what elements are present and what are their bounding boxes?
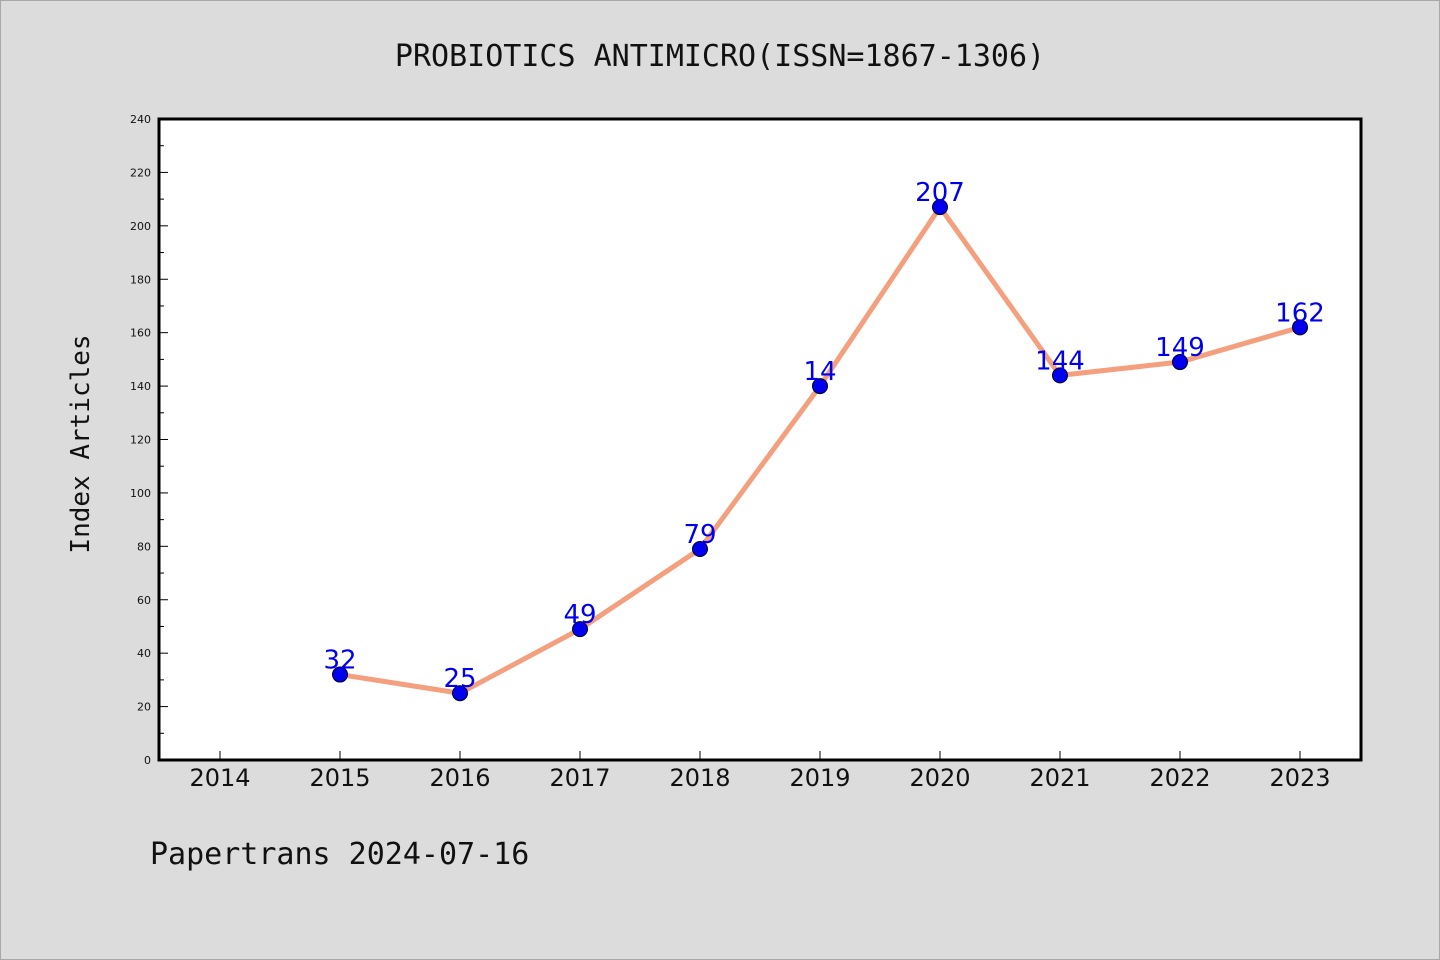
y-tick-label: 0 xyxy=(144,754,151,767)
chart-title: PROBIOTICS ANTIMICRO(ISSN=1867-1306) xyxy=(395,39,1045,74)
data-point xyxy=(332,666,348,683)
data-label: 32 xyxy=(323,646,356,676)
x-tick-label: 2019 xyxy=(789,764,850,792)
x-axis-ticks: 2014 2015 2016 2017 2018 2019 2020 2021 2022 2023 xyxy=(189,751,1331,792)
x-tick-label: 2016 xyxy=(429,764,490,792)
data-series: 32 25 49 79 14 207 144 149 162 xyxy=(323,178,1325,702)
y-tick-label: 200 xyxy=(130,220,151,233)
x-tick-label: 2015 xyxy=(309,764,370,792)
data-label: 149 xyxy=(1155,333,1205,363)
footer-credit: Papertrans 2024-07-16 xyxy=(150,837,529,872)
y-axis-ticks: 0 20 40 60 80 100 120 140 160 180 200 220 240 xyxy=(130,113,168,767)
y-tick-label: 40 xyxy=(137,647,151,660)
data-label: 79 xyxy=(683,520,716,550)
x-tick-label: 2020 xyxy=(909,764,970,792)
data-point xyxy=(932,199,948,216)
data-label: 14 xyxy=(803,357,836,387)
x-tick-label: 2021 xyxy=(1029,764,1090,792)
data-point xyxy=(1172,354,1188,371)
y-tick-label: 240 xyxy=(130,113,151,126)
y-tick-label: 160 xyxy=(130,327,151,340)
data-label: 49 xyxy=(563,600,596,630)
y-tick-label: 20 xyxy=(137,701,151,714)
y-tick-label: 140 xyxy=(130,380,151,393)
x-tick-label: 2023 xyxy=(1269,764,1330,792)
y-tick-label: 60 xyxy=(137,594,151,607)
data-point xyxy=(452,685,468,702)
data-label: 207 xyxy=(915,178,965,208)
y-tick-label: 220 xyxy=(130,166,151,179)
data-point xyxy=(1052,367,1068,384)
x-tick-label: 2018 xyxy=(669,764,730,792)
data-point xyxy=(812,378,828,395)
data-label: 162 xyxy=(1275,298,1325,328)
data-point xyxy=(692,541,708,558)
data-label: 25 xyxy=(443,664,476,694)
y-tick-label: 100 xyxy=(130,487,151,500)
data-point xyxy=(572,621,588,638)
data-label: 144 xyxy=(1035,346,1085,376)
y-axis-label: Index Articles xyxy=(66,334,96,553)
x-tick-label: 2017 xyxy=(549,764,610,792)
plot-area xyxy=(157,117,1363,762)
x-tick-label: 2014 xyxy=(189,764,250,792)
y-tick-label: 180 xyxy=(130,273,151,286)
y-tick-label: 80 xyxy=(137,540,151,553)
y-tick-label: 120 xyxy=(130,434,151,447)
data-point xyxy=(1292,319,1308,336)
x-tick-label: 2022 xyxy=(1149,764,1210,792)
